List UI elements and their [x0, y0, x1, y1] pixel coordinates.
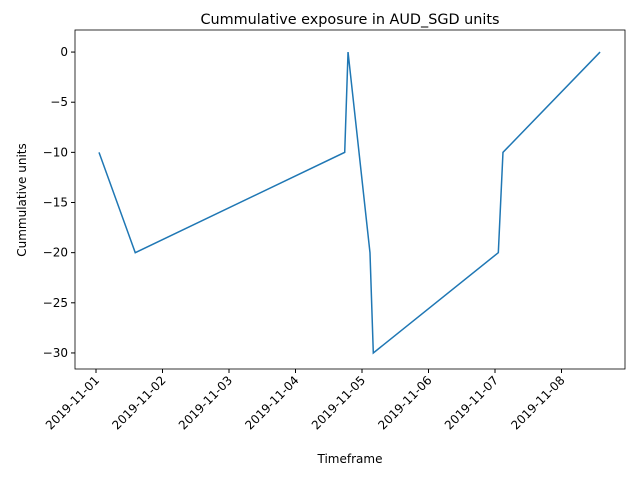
y-tick-label: −15 [43, 196, 68, 210]
y-axis-label: Cummulative units [15, 143, 29, 257]
x-tick-label: 2019-11-08 [508, 373, 567, 432]
axes-frame [74, 29, 626, 370]
y-tick-label: −30 [43, 346, 68, 360]
x-tick-label: 2019-11-04 [242, 373, 301, 432]
x-tick-label: 2019-11-06 [375, 373, 434, 432]
x-axis-label: Timeframe [317, 452, 383, 466]
line [98, 51, 601, 355]
x-tick-label: 2019-11-05 [309, 373, 368, 432]
x-tick-label: 2019-11-03 [176, 373, 235, 432]
y-tick-label: −20 [43, 246, 68, 260]
x-tick-label: 2019-11-07 [442, 373, 501, 432]
chart-title: Cummulative exposure in AUD_SGD units [200, 12, 499, 28]
y-tick-label: −5 [50, 95, 68, 109]
x-tick-label: 2019-11-01 [43, 373, 102, 432]
y-tick-label: −10 [43, 145, 68, 159]
x-tick-label: 2019-11-02 [109, 373, 168, 432]
y-tick-label: 0 [60, 45, 68, 59]
y-tick-label: −25 [43, 296, 68, 310]
